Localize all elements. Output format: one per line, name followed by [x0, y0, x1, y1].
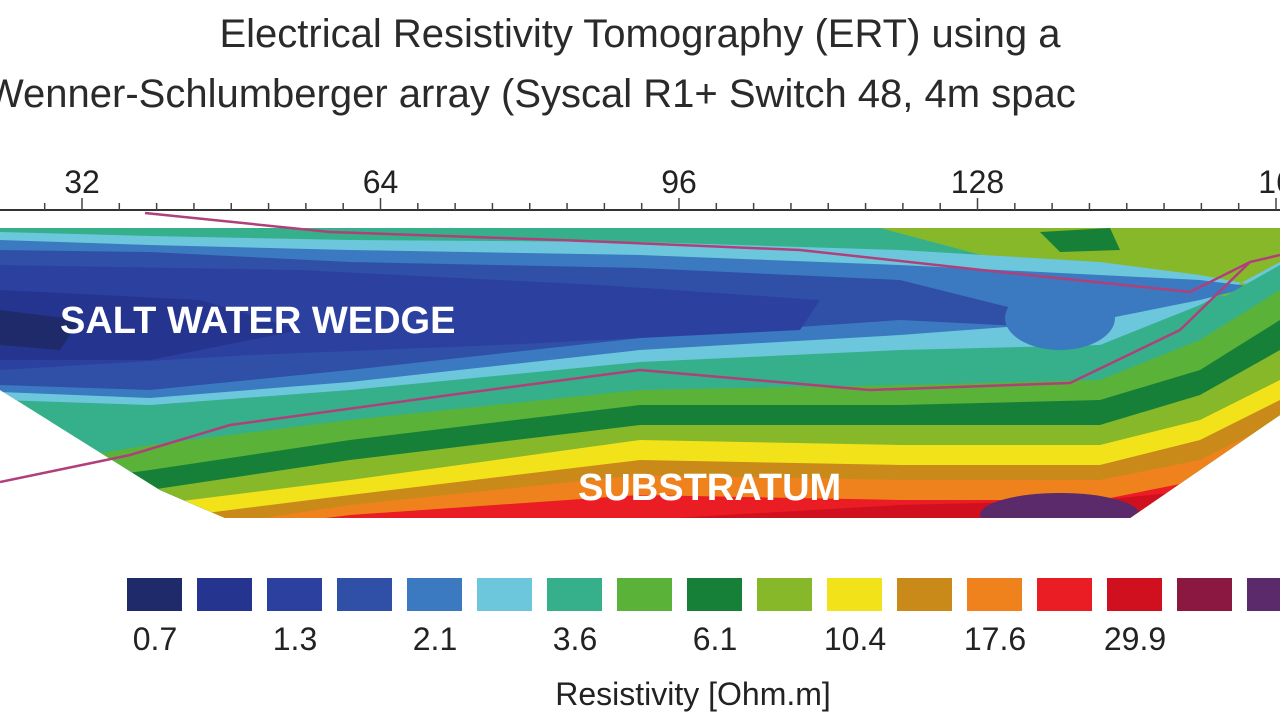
blob-purple	[980, 493, 1140, 518]
legend-title: Resistivity [Ohm.m]	[555, 676, 831, 712]
legend-swatch	[1107, 578, 1162, 611]
legend-swatch	[407, 578, 462, 611]
legend-swatch	[337, 578, 392, 611]
legend-swatch	[1177, 578, 1232, 611]
legend-label: 1.3	[273, 621, 317, 657]
legend-label: 6.1	[693, 621, 737, 657]
x-tick-label: 64	[363, 164, 399, 200]
band-dark-green-top	[1040, 228, 1120, 252]
color-legend: 0.7 1.3 2.1 3.6 6.1 10.4 17.6 29.9	[127, 578, 1280, 657]
legend-label: 2.1	[413, 621, 457, 657]
band-darker-blue	[0, 290, 300, 360]
legend-swatch	[547, 578, 602, 611]
annotation-substratum: SUBSTRATUM	[578, 467, 841, 509]
legend-swatch	[477, 578, 532, 611]
x-tick-label: 128	[951, 164, 1004, 200]
legend-swatch	[1037, 578, 1092, 611]
blob-blue	[1005, 286, 1115, 350]
legend-swatch	[757, 578, 812, 611]
annotation-salt-water-wedge: SALT WATER WEDGE	[60, 300, 455, 342]
legend-swatch	[1247, 578, 1280, 611]
boundary-lines	[0, 211, 1280, 484]
legend-swatch	[267, 578, 322, 611]
legend-swatch	[827, 578, 882, 611]
legend-label: 0.7	[133, 621, 177, 657]
legend-label: 29.9	[1104, 621, 1166, 657]
legend-swatch	[687, 578, 742, 611]
chart-title-line-1: Electrical Resistivity Tomography (ERT) …	[219, 12, 1061, 56]
legend-swatch	[967, 578, 1022, 611]
legend-label: 17.6	[964, 621, 1026, 657]
band-darkest-blue	[0, 310, 80, 350]
chart-title-line-2: Wenner-Schlumberger array (Syscal R1+ Sw…	[0, 72, 1076, 116]
legend-swatch	[127, 578, 182, 611]
upper-boundary-line	[144, 211, 1280, 294]
x-axis: 32 64 96 128 16	[0, 164, 1280, 211]
x-tick-label: 16	[1258, 164, 1280, 200]
legend-swatch	[897, 578, 952, 611]
resistivity-section	[0, 228, 1280, 518]
legend-label: 3.6	[553, 621, 597, 657]
x-tick-label: 96	[661, 164, 697, 200]
legend-swatch	[197, 578, 252, 611]
legend-swatch	[617, 578, 672, 611]
legend-label: 10.4	[824, 621, 886, 657]
lower-boundary-line	[0, 261, 1251, 484]
x-tick-label: 32	[64, 164, 100, 200]
